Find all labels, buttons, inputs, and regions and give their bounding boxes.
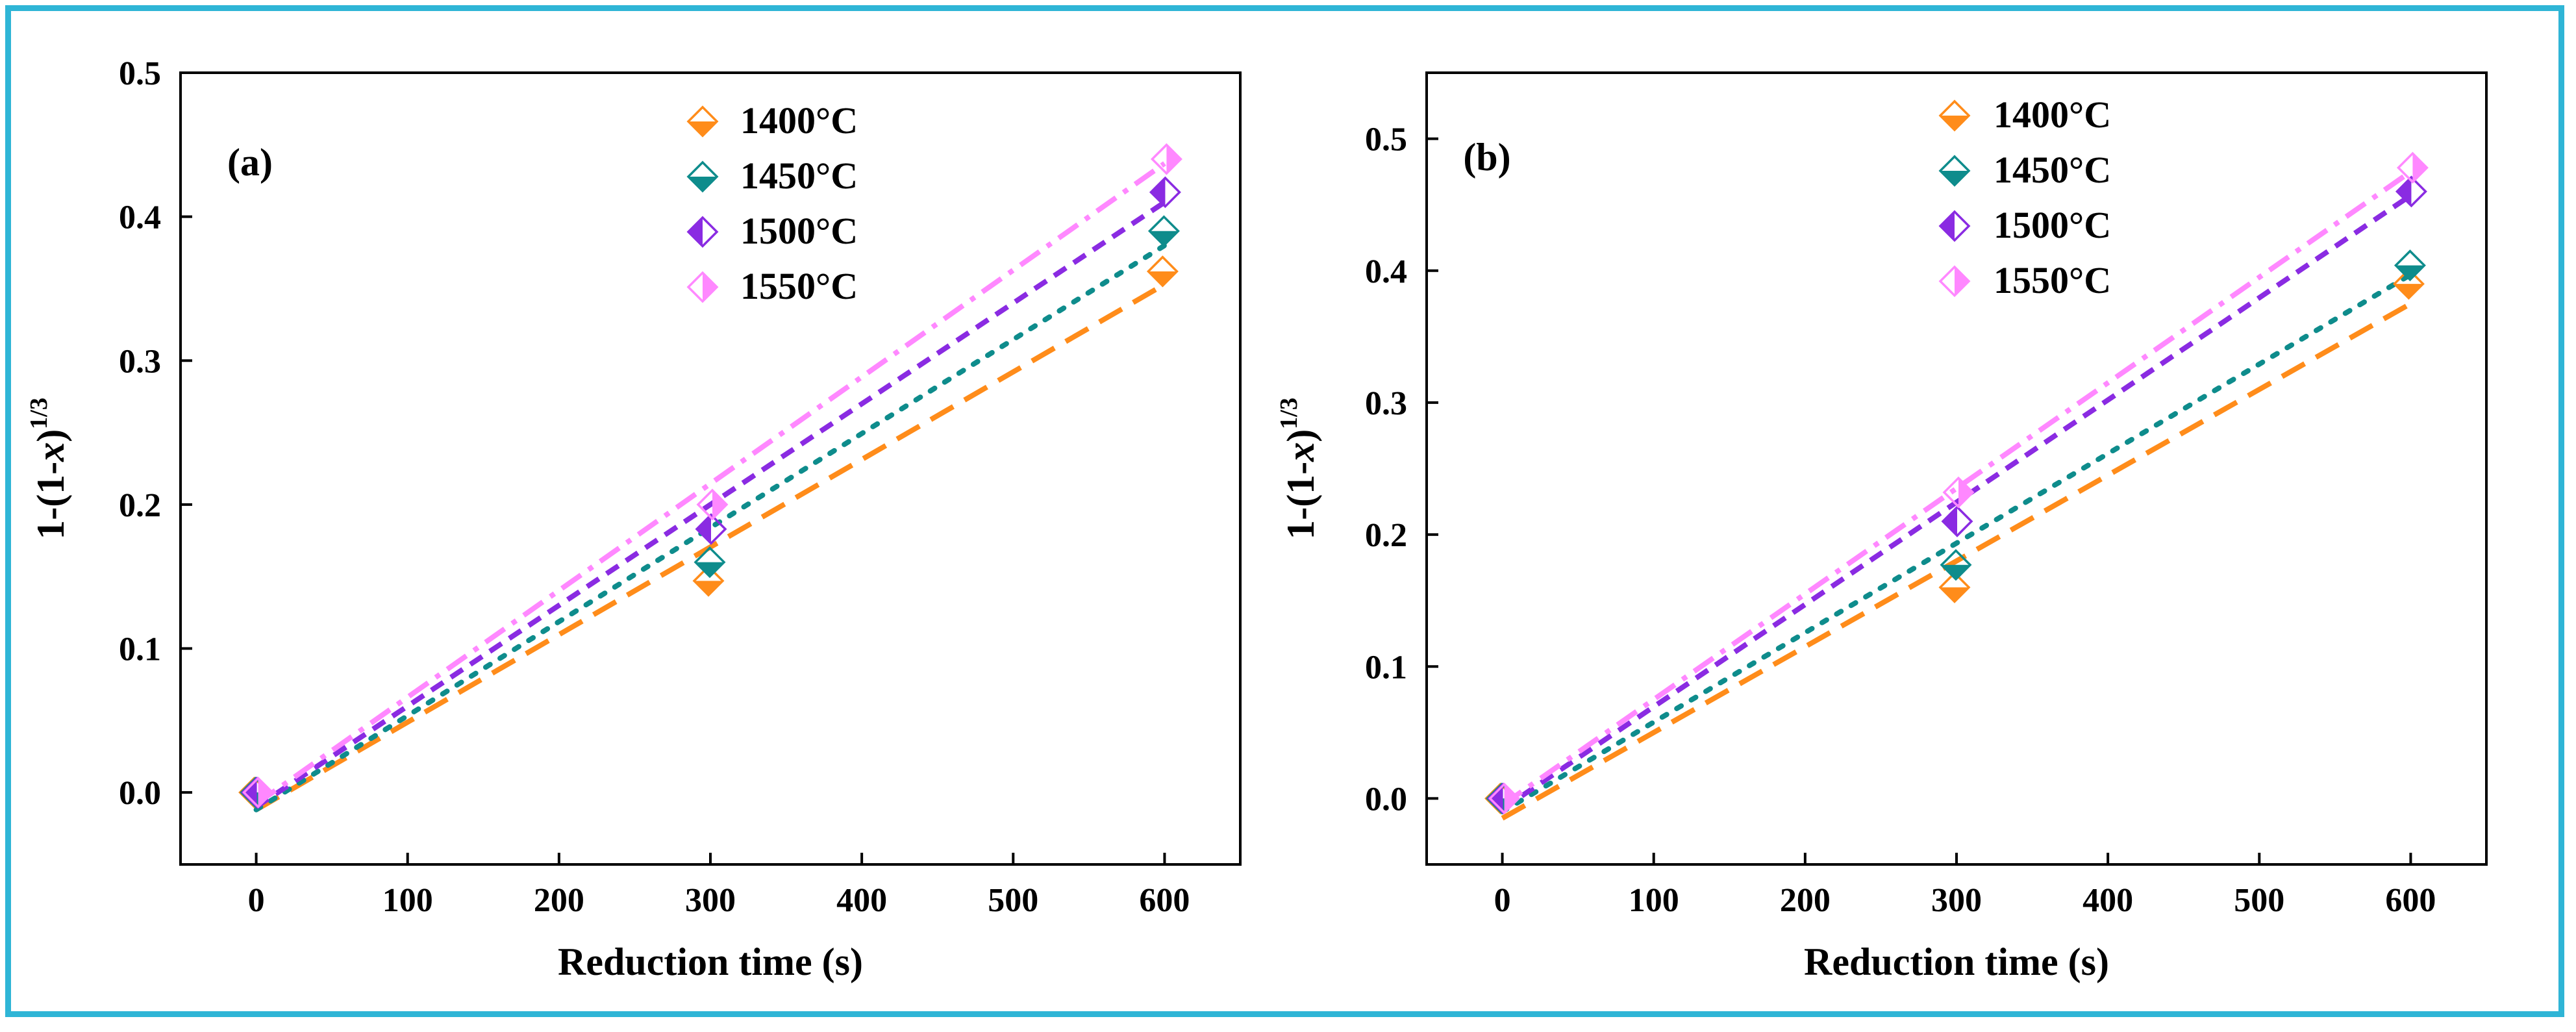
data-point [1940,549,1972,581]
figure-border [5,5,2564,1017]
data-point [1146,255,1179,288]
x-tick-label: 300 [685,882,736,919]
x-tick-label: 400 [2082,882,2133,919]
y-tick-label: 0.5 [119,55,161,92]
x-tick-label: 600 [2385,882,2436,919]
data-point [1941,505,1973,538]
data-point [695,513,727,546]
x-tick-label: 100 [382,882,433,919]
legend-label: 1500°C [740,210,858,252]
x-tick-label: 200 [534,882,584,919]
legend-label: 1550°C [740,265,858,307]
data-point [1150,143,1182,175]
data-point [1942,476,1975,509]
data-point [2395,175,2427,208]
y-tick-label: 0.4 [119,199,161,236]
legend-marker [686,216,719,248]
data-point [696,488,729,521]
chart-panel-b: 0 100 200 300 400 500 600 0.0 0.1 0.2 0.3 0.4 0.5 Red… [1275,71,2488,983]
x-tick-label: 500 [988,882,1038,919]
x-tick-label: 200 [1780,882,1831,919]
legend-label: 1400°C [740,99,858,142]
x-tick-label: 0 [1494,882,1511,919]
legend-label: 1450°C [1994,149,2111,191]
data-point [694,546,726,579]
fit-line-1500 [1501,193,2412,811]
x-tick-label: 400 [836,882,887,919]
data-point [2394,249,2426,282]
data-point [1149,176,1181,208]
legend-marker [686,160,719,193]
fit-line-1550 [1501,170,2412,807]
fit-line-1500 [255,200,1166,809]
data-point [1488,782,1521,814]
data-point [2396,151,2429,184]
y-tick-label: 0.2 [1365,517,1407,554]
x-tick-label: 100 [1629,882,1679,919]
legend-marker [1938,265,1971,297]
fit-line-1450 [1499,271,2414,814]
legend-marker [686,271,719,303]
legend: 1400°C 1450°C 1500°C 1550°C [686,99,858,307]
data-point [2392,268,2425,300]
legend-label: 1550°C [1994,259,2111,301]
y-tick-label: 0.4 [1365,253,1407,290]
y-tick-label: 0.3 [119,343,161,380]
data-point [692,564,725,597]
legend-label: 1450°C [740,155,858,197]
x-tick-label: 600 [1139,882,1190,919]
panel-label: (b) [1463,136,1510,179]
x-tick-label: 500 [2234,882,2284,919]
data-point [1147,215,1180,247]
x-axis-label: Reduction time (s) [1804,940,2109,983]
y-tick-label: 0.5 [1365,121,1407,158]
x-axis-label: Reduction time (s) [558,940,863,983]
x-tick-label: 300 [1931,882,1982,919]
data-point [242,776,275,809]
fit-line-1400 [1501,301,2412,821]
y-tick-label: 0.0 [1365,781,1407,818]
legend: 1400°C 1450°C 1500°C 1550°C [1938,94,2111,301]
y-axis-label: 1-(1-x)1/3 [1275,397,1322,540]
y-tick-label: 0.1 [1365,649,1407,686]
y-tick-label: 0.1 [119,631,161,668]
y-tick-label: 0.3 [1365,385,1407,422]
legend-label: 1500°C [1994,204,2111,246]
svg-text:1-(1-x)1/3: 1-(1-x)1/3 [25,397,72,540]
svg-text:1-(1-x)1/3: 1-(1-x)1/3 [1275,397,1322,540]
chart-panel-a: 0 100 200 300 400 500 600 0.0 0.1 0.2 0.3 0.4 0.5 Red… [25,55,1242,983]
panel-label: (a) [227,141,273,184]
x-tick-label: 0 [248,882,265,919]
legend-marker [686,105,719,138]
y-axis-label: 1-(1-x)1/3 [25,397,72,540]
y-tick-label: 0.0 [119,775,161,812]
legend-label: 1400°C [1994,94,2111,136]
legend-marker [1938,210,1971,242]
legend-marker [1938,155,1971,187]
y-tick-label: 0.2 [119,487,161,524]
legend-marker [1938,99,1971,132]
data-point [1938,571,1971,603]
